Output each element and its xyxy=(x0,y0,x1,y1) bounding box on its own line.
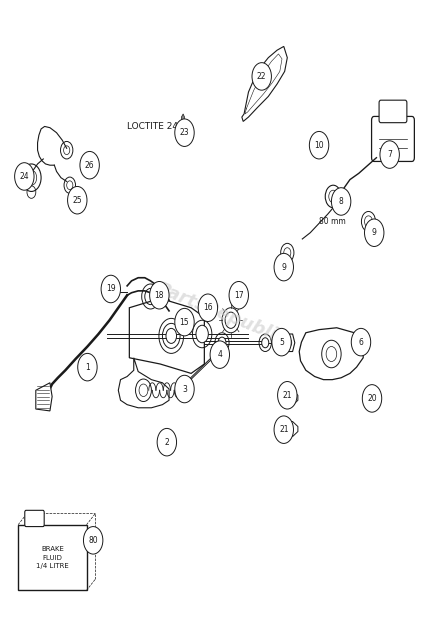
Circle shape xyxy=(286,339,292,347)
Text: 8: 8 xyxy=(339,197,344,206)
Circle shape xyxy=(380,141,399,168)
Text: 4: 4 xyxy=(218,350,222,359)
Circle shape xyxy=(309,131,329,159)
Circle shape xyxy=(362,385,382,412)
Text: 15: 15 xyxy=(180,318,189,327)
Circle shape xyxy=(331,188,351,215)
Circle shape xyxy=(157,428,177,456)
Text: 21: 21 xyxy=(279,425,289,434)
Circle shape xyxy=(78,354,97,381)
Circle shape xyxy=(229,281,249,309)
Circle shape xyxy=(101,275,120,303)
Text: PartsRepublik: PartsRepublik xyxy=(154,279,290,349)
Polygon shape xyxy=(286,421,298,436)
Text: 80 mm: 80 mm xyxy=(319,217,346,226)
Circle shape xyxy=(15,163,34,190)
Text: 9: 9 xyxy=(281,263,286,271)
Text: 18: 18 xyxy=(155,291,164,300)
Text: 1: 1 xyxy=(85,362,90,372)
Text: 25: 25 xyxy=(72,196,82,205)
Circle shape xyxy=(365,219,384,246)
Polygon shape xyxy=(242,46,287,121)
Circle shape xyxy=(83,526,103,554)
FancyBboxPatch shape xyxy=(379,100,407,122)
Text: 22: 22 xyxy=(257,72,266,81)
Polygon shape xyxy=(182,114,185,124)
Circle shape xyxy=(166,328,177,344)
FancyBboxPatch shape xyxy=(18,525,87,590)
Circle shape xyxy=(218,337,226,349)
Text: 23: 23 xyxy=(180,128,189,137)
Text: 16: 16 xyxy=(203,303,213,312)
Circle shape xyxy=(351,328,371,356)
Text: 5: 5 xyxy=(279,338,284,347)
Text: 2: 2 xyxy=(164,438,169,447)
FancyBboxPatch shape xyxy=(372,116,414,161)
Text: LOCTITE 243: LOCTITE 243 xyxy=(127,122,184,131)
Text: 3: 3 xyxy=(182,384,187,394)
Circle shape xyxy=(175,376,194,403)
FancyBboxPatch shape xyxy=(25,511,44,526)
Circle shape xyxy=(67,187,87,214)
Text: 10: 10 xyxy=(314,141,324,149)
Circle shape xyxy=(186,127,190,134)
Polygon shape xyxy=(118,358,169,408)
Text: 20: 20 xyxy=(367,394,377,403)
Polygon shape xyxy=(36,383,52,411)
Text: BRAKE
FLUID
1/4 LITRE: BRAKE FLUID 1/4 LITRE xyxy=(36,546,69,569)
Polygon shape xyxy=(299,328,363,380)
Text: 17: 17 xyxy=(234,291,244,300)
Text: 24: 24 xyxy=(20,172,29,181)
Text: 19: 19 xyxy=(106,284,115,293)
Circle shape xyxy=(198,294,218,322)
Circle shape xyxy=(272,328,291,356)
Polygon shape xyxy=(129,298,204,374)
Text: 21: 21 xyxy=(282,391,292,400)
Polygon shape xyxy=(286,390,298,405)
Text: 80: 80 xyxy=(88,536,98,545)
Circle shape xyxy=(278,382,297,409)
Text: 7: 7 xyxy=(387,150,392,159)
Text: 26: 26 xyxy=(85,161,95,170)
Text: 6: 6 xyxy=(359,338,364,347)
Circle shape xyxy=(274,253,293,281)
Circle shape xyxy=(175,119,194,146)
Circle shape xyxy=(252,63,271,90)
Circle shape xyxy=(274,416,293,443)
Circle shape xyxy=(210,341,230,369)
Circle shape xyxy=(196,325,208,343)
Circle shape xyxy=(175,308,194,336)
Circle shape xyxy=(80,151,99,179)
Circle shape xyxy=(262,338,269,348)
Text: 9: 9 xyxy=(372,228,377,237)
Circle shape xyxy=(150,281,169,309)
